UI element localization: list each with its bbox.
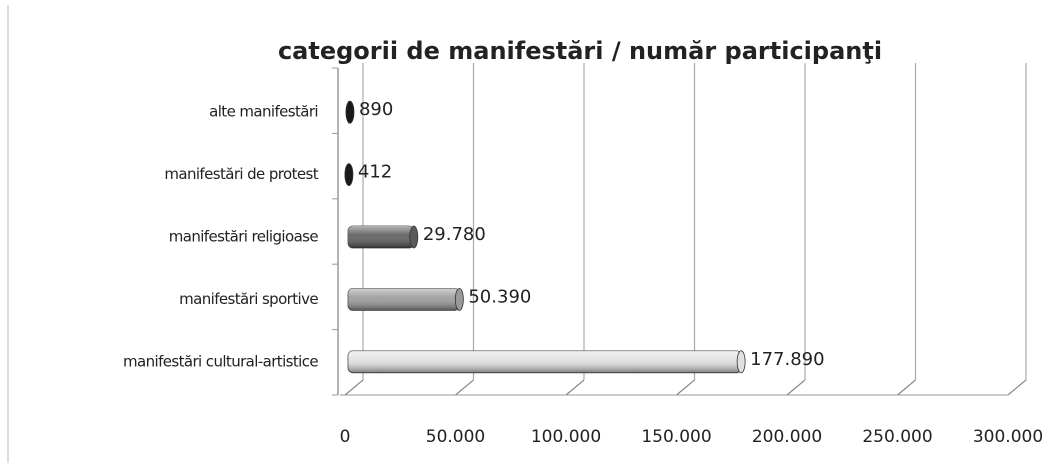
y-tick-label: alte manifestări [209,103,318,121]
x-tick-label: 100.000 [531,427,601,447]
x-tick-label: 250.000 [862,427,932,447]
bar-cap [345,100,355,124]
floor-line [565,379,585,396]
y-tick-label: manifestări cultural-artistice [123,352,318,370]
chart-title: categorii de manifestări / număr partici… [278,37,882,65]
y-tick-label: manifestări de protest [164,165,318,183]
value-label: 177.890 [750,349,824,370]
floor-line [1007,379,1027,396]
floor-line [786,379,806,396]
value-label: 29.780 [423,224,486,245]
bar-shade [348,288,460,311]
x-tick-label: 150.000 [641,427,711,447]
y-tick-label: manifestări religioase [169,228,319,246]
floor-line [897,379,916,396]
floor-line [676,379,695,396]
value-label: 412 [358,162,392,183]
bar-cap [454,287,464,311]
x-tick-label: 50.000 [426,427,485,447]
bar-cap [409,225,419,249]
x-tick-label: 300.000 [973,427,1043,447]
bar-cap [344,163,354,187]
value-label: 50.390 [468,286,531,307]
floor-line [455,379,474,396]
floor-line [344,379,364,396]
bar-cap [736,350,746,374]
y-tick-label: manifestări sportive [179,290,318,308]
value-label: 890 [359,99,393,120]
bar-shade [348,350,742,373]
x-tick-label: 0 [340,427,351,447]
bar-shade [348,226,414,248]
x-tick-label: 200.000 [752,427,822,447]
